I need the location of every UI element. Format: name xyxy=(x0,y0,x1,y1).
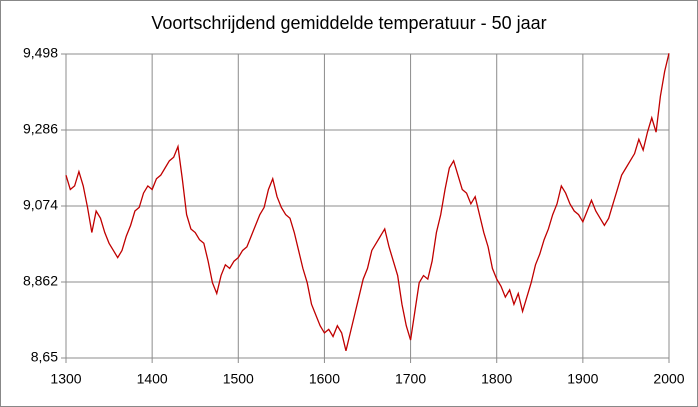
y-tick-label: 9,286 xyxy=(23,121,58,137)
y-tick-label: 8,862 xyxy=(23,273,58,289)
y-tick-label: 9,074 xyxy=(23,197,58,213)
x-tick-label: 2000 xyxy=(653,371,684,387)
x-tick-label: 1500 xyxy=(223,371,254,387)
x-tick-label: 1800 xyxy=(481,371,512,387)
y-tick-label: 8,65 xyxy=(31,349,58,365)
chart-title: Voortschrijdend gemiddelde temperatuur -… xyxy=(151,13,546,33)
data-line xyxy=(65,53,670,351)
x-tick-label: 1900 xyxy=(567,371,598,387)
y-tick-label: 9,498 xyxy=(23,45,58,61)
x-tick-label: 1600 xyxy=(309,371,340,387)
x-tick-label: 1700 xyxy=(395,371,426,387)
x-tick-label: 1300 xyxy=(50,371,81,387)
x-tick-label: 1400 xyxy=(137,371,168,387)
